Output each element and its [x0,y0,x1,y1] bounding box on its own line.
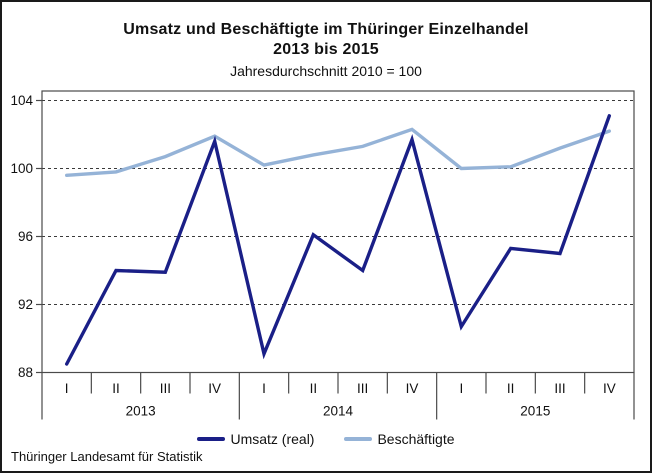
footer-source: Thüringer Landesamt für Statistik [11,449,203,464]
y-axis-labels: 88 92 96 100 104 [10,93,42,380]
umsatz-line-swatch [197,437,226,441]
chart-header: Umsatz und Beschäftigte im Thüringer Ein… [2,20,650,80]
series-line-0 [64,114,611,366]
svg-text:IV: IV [208,381,221,396]
svg-text:IV: IV [603,381,616,396]
svg-text:2014: 2014 [323,404,354,419]
gridlines [42,100,634,305]
svg-text:92: 92 [18,297,33,312]
chart-title-line1: Umsatz und Beschäftigte im Thüringer Ein… [123,21,529,38]
svg-text:2013: 2013 [126,404,156,419]
legend-item-umsatz: Umsatz (real) [197,431,314,447]
beschaeftigte-line-swatch [344,437,373,441]
svg-text:96: 96 [18,229,33,244]
chart-title-line2: 2013 bis 2015 [273,41,379,58]
svg-text:III: III [160,381,171,396]
svg-text:II: II [507,381,515,396]
series-line-1 [64,127,611,178]
svg-text:2015: 2015 [520,404,550,419]
svg-text:104: 104 [10,93,33,108]
svg-text:II: II [310,381,318,396]
chart-subtitle: Jahresdurchschnitt 2010 = 100 [230,63,422,79]
svg-text:I: I [459,381,463,396]
svg-text:II: II [112,381,120,396]
svg-text:88: 88 [18,365,33,380]
svg-text:I: I [262,381,266,396]
svg-text:IV: IV [406,381,419,396]
legend-label-umsatz: Umsatz (real) [230,431,315,447]
svg-text:III: III [554,381,565,396]
svg-text:100: 100 [10,161,33,176]
legend-item-beschaeftigte: Beschäftigte [344,431,455,447]
plot-border [41,90,635,374]
legend-label-beschaeftigte: Beschäftigte [377,431,455,447]
svg-text:III: III [357,381,368,396]
legend: Umsatz (real) Beschäftigte [2,430,650,448]
svg-text:I: I [65,381,69,396]
